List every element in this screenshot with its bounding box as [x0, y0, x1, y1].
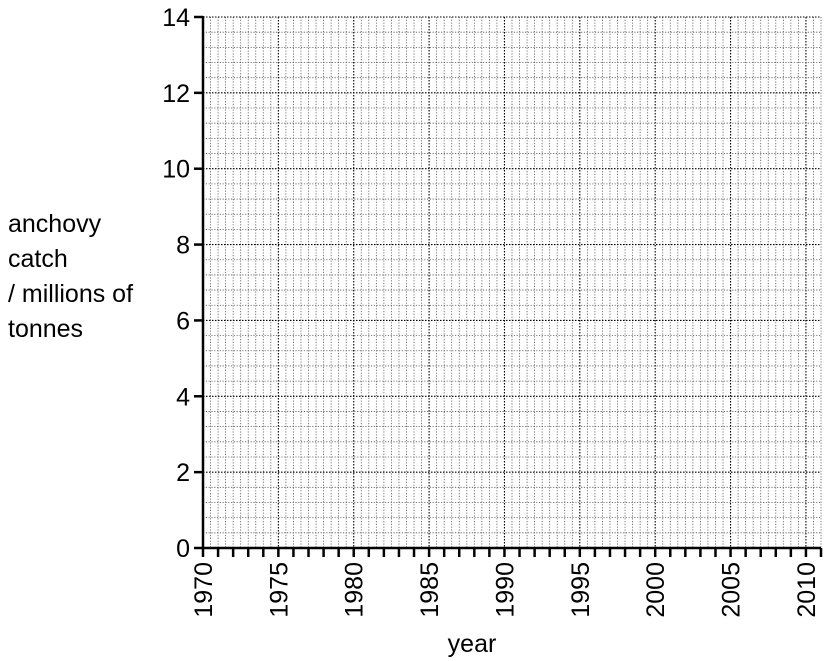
- y-tick-label: 0: [176, 535, 190, 563]
- y-tick-label: 8: [176, 232, 190, 260]
- y-tick-label: 12: [162, 80, 190, 108]
- x-tick-label: 1985: [416, 562, 444, 618]
- x-tick-label: 1995: [567, 562, 595, 618]
- x-tick-label: 2005: [718, 562, 746, 618]
- label-layer: 0 2 4 6 8 10 12 14 1970 1975 1980 1985 1990 1995 2000 2…: [162, 4, 821, 618]
- x-tick-label: 1980: [341, 562, 369, 618]
- x-tick-label: 2000: [642, 562, 670, 618]
- y-tick-label: 10: [162, 156, 190, 184]
- y-tick-label: 4: [176, 383, 190, 411]
- y-tick-label: 6: [176, 307, 190, 335]
- x-tick-label: 1975: [265, 562, 293, 618]
- y-axis-title-line-2: catch: [8, 245, 68, 273]
- x-axis-title: year: [448, 630, 497, 658]
- y-axis-title-line-4: tonnes: [8, 315, 83, 343]
- x-tick-label: 2010: [793, 562, 821, 618]
- y-axis-title-line-3: / millions of: [8, 280, 133, 308]
- y-axis-title: anchovy catch / millions of tonnes: [8, 210, 133, 343]
- y-tick-label: 2: [176, 459, 190, 487]
- x-tick-label: 1970: [190, 562, 218, 618]
- grid-layer: [202, 16, 822, 549]
- x-tick-label: 1990: [491, 562, 519, 618]
- y-axis-title-line-1: anchovy: [8, 210, 102, 238]
- axis-layer: [194, 15, 823, 557]
- y-tick-label: 14: [162, 4, 190, 32]
